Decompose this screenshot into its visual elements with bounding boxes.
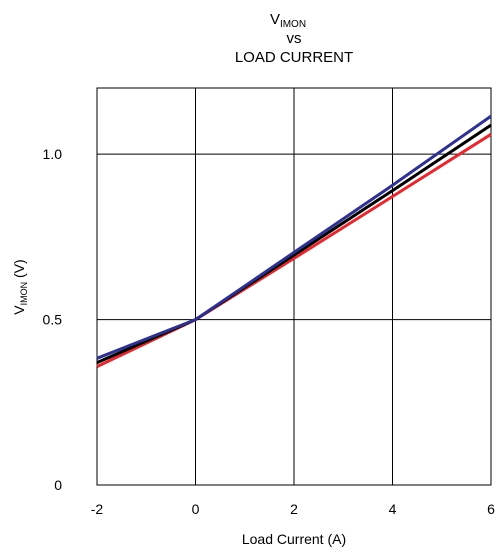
x-axis-label: Load Current (A) bbox=[242, 531, 346, 547]
ylabel-v: V bbox=[11, 305, 27, 315]
grid-lines bbox=[97, 88, 491, 485]
series-line-2 bbox=[96, 114, 492, 360]
ylabel-sub: IMON bbox=[19, 282, 29, 306]
y-tick-label: 0.5 bbox=[43, 312, 63, 328]
title-v: V bbox=[270, 11, 280, 28]
chart-title-line2: vs bbox=[287, 30, 302, 47]
y-tick-label: 1.0 bbox=[43, 146, 63, 162]
x-tick-label: 0 bbox=[192, 501, 200, 517]
series-group bbox=[96, 114, 492, 368]
chart-title-line3: LOAD CURRENT bbox=[235, 49, 353, 66]
plot-frame bbox=[96, 87, 492, 486]
title-sub: IMON bbox=[280, 19, 306, 30]
x-tick-label: 6 bbox=[487, 501, 495, 517]
y-axis-label: VIMON (V) bbox=[11, 259, 29, 314]
y-tick-labels: 0 0.5 1.0 bbox=[43, 146, 63, 493]
x-tick-labels: -2 0 2 4 6 bbox=[91, 501, 495, 517]
x-tick-label: 4 bbox=[389, 501, 397, 517]
x-tick-label: 2 bbox=[290, 501, 298, 517]
chart-title-line1: VIMON bbox=[270, 11, 306, 30]
x-tick-label: -2 bbox=[91, 501, 104, 517]
y-tick-label: 0 bbox=[54, 477, 62, 493]
ylabel-suffix: (V) bbox=[11, 259, 27, 282]
